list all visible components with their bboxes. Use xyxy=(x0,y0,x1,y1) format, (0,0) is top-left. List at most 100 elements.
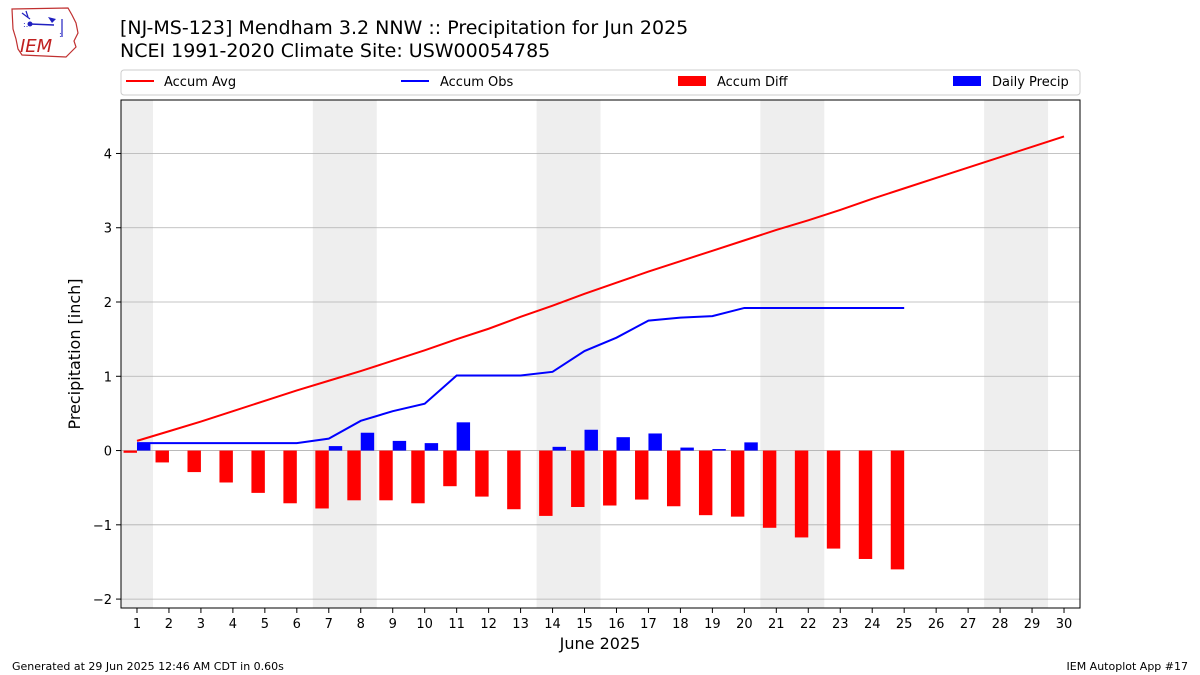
x-axis-label: June 2025 xyxy=(559,634,641,653)
accum-diff-bar xyxy=(571,450,585,507)
accum-diff-bar xyxy=(475,450,489,497)
x-tick-label: 8 xyxy=(357,617,365,632)
app-credit: IEM Autoplot App #17 xyxy=(1066,660,1189,673)
weekend-band xyxy=(312,100,377,608)
chart-subtitle: NCEI 1991-2020 Climate Site: USW00054785 xyxy=(120,40,551,62)
x-tick-label: 6 xyxy=(293,617,301,632)
accum-diff-bar xyxy=(698,450,713,516)
x-tick-label: 30 xyxy=(1056,617,1073,632)
weekend-band xyxy=(760,100,825,608)
daily-precip-bar xyxy=(648,433,662,451)
x-tick-label: 1 xyxy=(133,617,141,632)
x-tick-label: 17 xyxy=(640,617,657,632)
accum-diff-bar xyxy=(123,450,137,453)
legend-label-accum-obs: Accum Obs xyxy=(440,75,513,90)
daily-precip-bar xyxy=(424,443,439,451)
y-axis-ticks: −2 −1 0 1 2 3 4 xyxy=(93,147,121,608)
x-tick-label: 15 xyxy=(576,617,593,632)
accum-diff-bar xyxy=(379,450,393,501)
x-tick-label: 20 xyxy=(736,617,753,632)
accum-avg-line xyxy=(136,135,1065,442)
daily-precip-bar xyxy=(744,442,758,451)
x-tick-label: 25 xyxy=(896,617,913,632)
y-tick-label: 3 xyxy=(104,222,112,237)
generated-timestamp: Generated at 29 Jun 2025 12:46 AM CDT in… xyxy=(12,660,284,673)
x-tick-label: 23 xyxy=(832,617,849,632)
x-tick-label: 4 xyxy=(229,617,237,632)
legend-box xyxy=(120,69,1081,96)
x-axis-ticks: 1 2 3 4 5 6 7 8 9 10 11 12 13 14 15 16 17 18 19 20 21 22 23 24 2… xyxy=(133,608,1072,632)
x-tick-label: 11 xyxy=(448,617,465,632)
daily-precip-bar xyxy=(616,437,630,451)
svg-text::: : xyxy=(59,30,62,39)
accum-diff-bar xyxy=(219,450,233,483)
daily-precip-bar xyxy=(136,443,151,451)
gridlines xyxy=(121,153,1080,600)
x-tick-label: 22 xyxy=(800,617,817,632)
y-tick-label: 0 xyxy=(104,445,112,460)
y-tick-label: −2 xyxy=(93,593,112,608)
x-tick-label: 10 xyxy=(416,617,433,632)
accum-diff-bar xyxy=(890,450,905,570)
svg-text::.: :. xyxy=(23,20,28,29)
daily-precip-bar xyxy=(328,446,343,451)
y-tick-label: 4 xyxy=(104,147,112,162)
iem-logo-icon: :. : IEM xyxy=(11,7,79,58)
weekend-band xyxy=(121,100,153,608)
accum-diff-bar xyxy=(411,450,425,504)
accum-diff-bar xyxy=(539,450,553,516)
accum-diff-bar xyxy=(507,450,521,510)
daily-precip-bar xyxy=(456,422,471,451)
accum-diff-bar xyxy=(251,450,265,493)
x-tick-label: 12 xyxy=(480,617,497,632)
x-tick-label: 9 xyxy=(389,617,397,632)
accum-diff-bar xyxy=(155,450,169,463)
x-tick-label: 16 xyxy=(608,617,625,632)
legend-label-accum-avg: Accum Avg xyxy=(164,75,236,90)
x-tick-label: 14 xyxy=(544,617,561,632)
x-tick-label: 18 xyxy=(672,617,689,632)
x-tick-label: 28 xyxy=(992,617,1009,632)
x-tick-label: 5 xyxy=(261,617,269,632)
accum-diff-bar xyxy=(826,450,841,549)
plot-frame xyxy=(120,99,1081,609)
legend-swatch-accum-diff xyxy=(678,76,706,86)
legend: Accum Avg Accum Obs Accum Diff Daily Pre… xyxy=(120,69,1081,96)
x-tick-label: 7 xyxy=(325,617,333,632)
x-tick-label: 24 xyxy=(864,617,881,632)
accum-diff-bar xyxy=(635,450,649,500)
accum-diff-bar xyxy=(315,450,329,509)
y-axis-label: Precipitation [inch] xyxy=(65,278,84,429)
x-tick-label: 26 xyxy=(928,617,945,632)
legend-swatch-daily-precip xyxy=(953,76,981,86)
accum-diff-bar xyxy=(603,450,617,506)
y-tick-label: 2 xyxy=(104,296,112,311)
x-tick-label: 19 xyxy=(704,617,721,632)
x-tick-label: 29 xyxy=(1024,617,1041,632)
accum-diff-bar xyxy=(283,450,297,504)
weekend-band xyxy=(536,100,601,608)
line-series xyxy=(136,135,1065,445)
legend-label-daily-precip: Daily Precip xyxy=(992,75,1069,90)
daily-precip-bar xyxy=(392,440,407,451)
accum-diff-bar xyxy=(187,450,201,473)
accum-obs-line xyxy=(136,306,905,445)
x-tick-label: 27 xyxy=(960,617,977,632)
x-tick-label: 3 xyxy=(197,617,205,632)
x-tick-label: 2 xyxy=(165,617,173,632)
x-tick-label: 13 xyxy=(512,617,529,632)
accum-diff-bar xyxy=(730,450,745,517)
chart-title: [NJ-MS-123] Mendham 3.2 NNW :: Precipita… xyxy=(120,17,689,39)
daily-precip-bar xyxy=(680,447,694,451)
legend-label-accum-diff: Accum Diff xyxy=(717,75,789,90)
accum-diff-bar xyxy=(794,450,809,538)
x-tick-label: 21 xyxy=(768,617,785,632)
daily-precip-bar xyxy=(584,429,598,451)
accum-diff-bar xyxy=(666,450,681,507)
daily-precip-bar xyxy=(712,449,726,451)
logo-text: IEM xyxy=(20,36,53,57)
bar-series xyxy=(123,422,905,570)
weekend-band xyxy=(984,100,1049,608)
accum-diff-bar xyxy=(858,450,873,559)
